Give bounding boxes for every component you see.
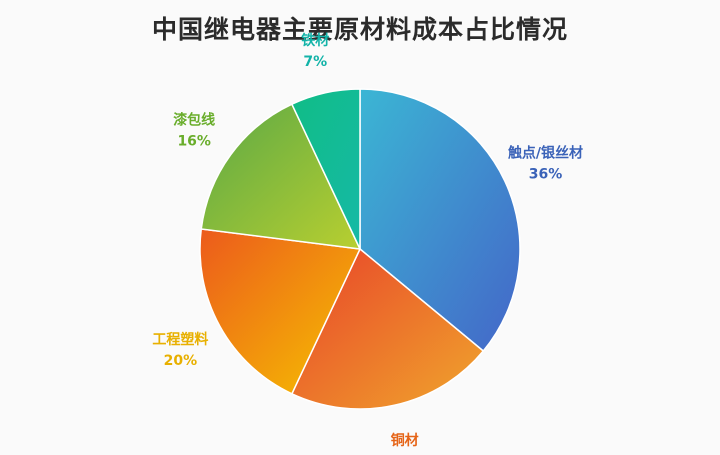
slice-value-contacts: 36% <box>529 167 563 183</box>
slice-label-copper: 铜材 <box>391 432 419 449</box>
pie-slice-plastics <box>199 228 362 395</box>
slice-label-plastics: 工程塑料 <box>152 331 208 348</box>
slice-value-plastics: 20% <box>164 353 198 369</box>
pie-slice-contacts <box>359 88 521 353</box>
slice-value-iron: 7% <box>303 54 327 70</box>
slice-label-iron: 铁材 <box>301 32 329 49</box>
pie-slice-iron <box>290 88 361 250</box>
pie-slice-copper <box>290 247 485 410</box>
pie-slice-enameled-wire <box>200 103 362 250</box>
slice-label-enameled-wire: 漆包线 <box>173 112 215 129</box>
slice-label-contacts: 触点/银丝材 <box>507 145 583 162</box>
chart-title: 中国继电器主要原材料成本占比情况 <box>151 15 568 44</box>
slice-value-enameled-wire: 16% <box>177 134 211 150</box>
